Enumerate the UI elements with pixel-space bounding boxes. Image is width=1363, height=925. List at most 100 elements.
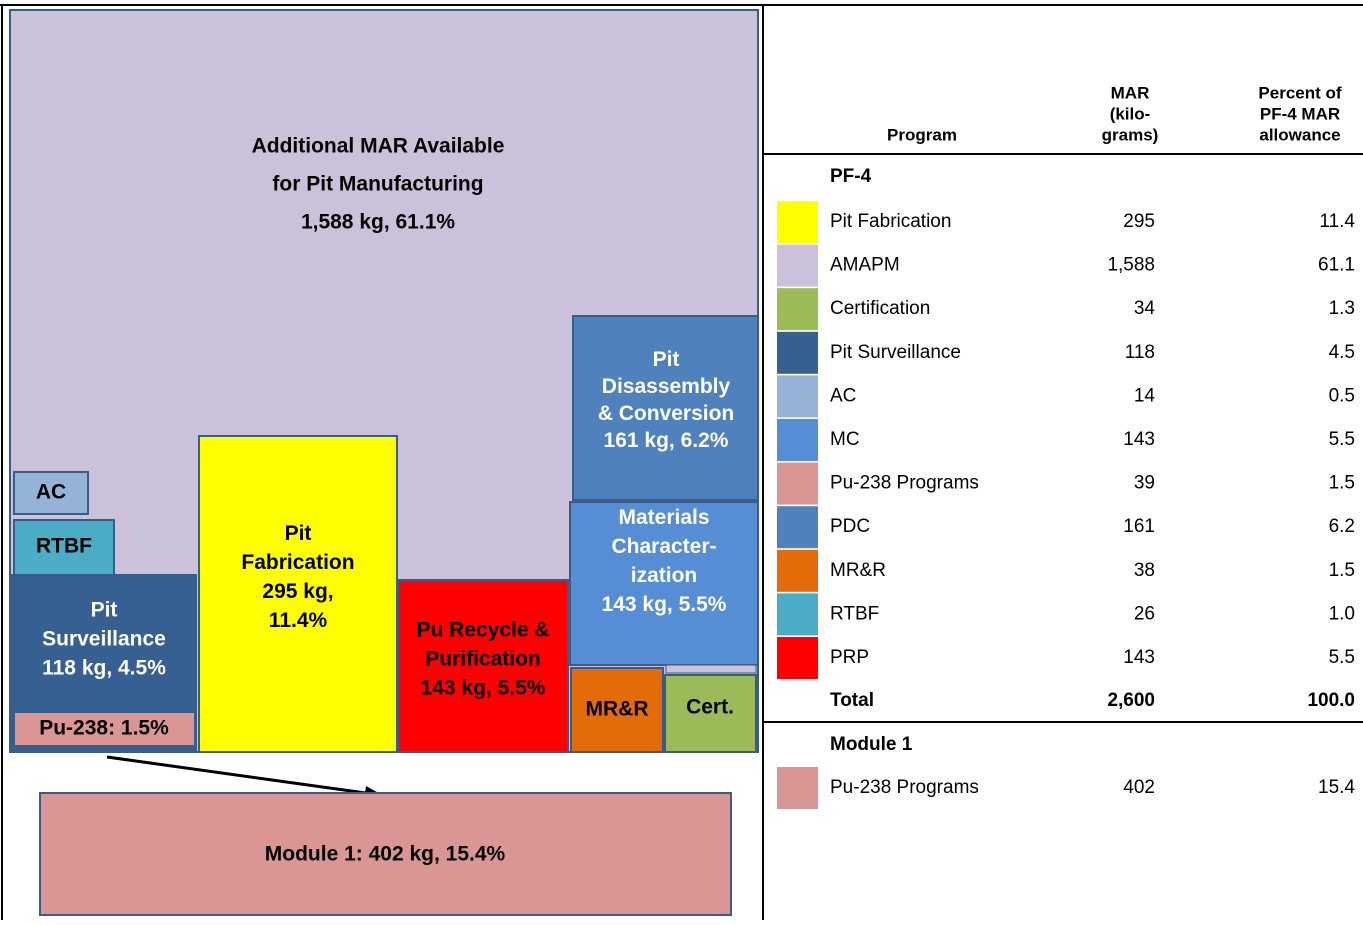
box-label: Purification — [425, 648, 541, 671]
cell: 118 — [1125, 342, 1155, 363]
cell: 34 — [1134, 298, 1156, 319]
box-label: Materials — [618, 506, 709, 529]
box-label: 11.4% — [269, 609, 328, 632]
cell: AMAPM — [830, 255, 900, 276]
box-label: 295 kg, — [262, 580, 333, 603]
box-label: Additional MAR Available — [252, 135, 505, 158]
box-label: ization — [631, 564, 698, 587]
box-label: Module 1: 402 kg, 15.4% — [265, 843, 506, 866]
cell: 0.5 — [1329, 385, 1355, 406]
box-label: Pu-238: 1.5% — [39, 717, 169, 740]
box — [569, 501, 759, 666]
box-label: MR&R — [586, 698, 649, 721]
cell: 15.4 — [1318, 777, 1355, 798]
swatch — [777, 549, 818, 592]
swatch — [777, 506, 818, 549]
cell: 143 — [1123, 647, 1155, 668]
box-label: Pit — [91, 599, 118, 622]
cell: RTBF — [830, 603, 879, 624]
box-label: Pu Recycle & — [416, 619, 549, 642]
box — [397, 579, 569, 753]
box — [39, 792, 732, 916]
cell: 100.0 — [1307, 690, 1355, 711]
cell: AC — [830, 385, 856, 406]
cell: 38 — [1134, 560, 1155, 581]
box-label: AC — [36, 481, 66, 504]
strip — [665, 664, 757, 674]
cell: Pu-238 Programs — [830, 473, 979, 494]
box-label: RTBF — [36, 535, 92, 558]
box-label: Pit — [285, 522, 312, 545]
table-header: Percent of — [1258, 83, 1341, 102]
box-label: Fabrication — [241, 551, 354, 574]
box-label: 143 kg, 5.5% — [602, 593, 727, 616]
cell: 161 — [1123, 516, 1155, 537]
box-label: & Conversion — [598, 402, 735, 425]
box — [664, 674, 757, 753]
swatch — [777, 593, 818, 636]
cell: 2,600 — [1107, 690, 1155, 711]
box — [13, 471, 89, 515]
box-label: Disassembly — [602, 375, 731, 398]
swatch — [777, 201, 818, 243]
table-header: PF-4 MAR — [1260, 104, 1340, 123]
cell: Total — [830, 690, 874, 711]
section-label: Module 1 — [830, 734, 913, 755]
cell: 39 — [1134, 473, 1155, 494]
swatch — [777, 331, 818, 374]
cell: 61.1 — [1318, 255, 1355, 276]
cell: 1,588 — [1107, 255, 1155, 276]
box-label: Cert. — [686, 696, 734, 719]
box — [572, 315, 759, 501]
cell: 143 — [1123, 429, 1155, 450]
cell: Pu-238 Programs — [830, 777, 979, 798]
cell: 1.5 — [1329, 560, 1355, 581]
cell: 6.2 — [1329, 516, 1355, 537]
cell: Certification — [830, 298, 930, 319]
cell: 1.5 — [1329, 473, 1355, 494]
cell: 4.5 — [1329, 342, 1355, 363]
cell: PRP — [830, 647, 869, 668]
box-label: Pit — [653, 348, 680, 371]
cell: 1.3 — [1329, 298, 1355, 319]
arrow — [106, 755, 381, 797]
cell: 295 — [1123, 211, 1155, 232]
cell: Pit Surveillance — [830, 342, 961, 363]
cell: 5.5 — [1329, 647, 1355, 668]
cell: 402 — [1123, 777, 1155, 798]
cell: 26 — [1134, 603, 1155, 624]
box — [198, 435, 398, 753]
cell: MC — [830, 429, 860, 450]
box — [570, 667, 664, 753]
swatch — [777, 288, 818, 331]
cell: 11.4 — [1319, 211, 1355, 232]
cell: 1.0 — [1329, 603, 1355, 624]
box-label: 161 kg, 6.2% — [604, 429, 729, 452]
section-label: PF-4 — [830, 166, 872, 187]
cell: 14 — [1134, 385, 1156, 406]
cell: PDC — [830, 516, 870, 537]
swatch — [777, 637, 818, 679]
cell: 5.5 — [1329, 429, 1355, 450]
box-label: 143 kg, 5.5% — [421, 677, 546, 700]
box-label: 1,588 kg, 61.1% — [301, 211, 455, 234]
box-label: Character- — [611, 535, 716, 558]
table-header: grams) — [1102, 125, 1159, 144]
table-header: Program — [887, 125, 957, 144]
swatch — [777, 419, 818, 461]
table-header: (kilo- — [1110, 104, 1151, 123]
swatch — [777, 375, 818, 418]
swatch — [777, 767, 818, 809]
box-label: Surveillance — [42, 628, 166, 651]
box-label: 118 kg, 4.5% — [42, 657, 166, 680]
box-label: for Pit Manufacturing — [272, 173, 483, 196]
swatch — [777, 244, 818, 287]
box — [13, 519, 115, 576]
swatch — [777, 462, 818, 505]
table-header: MAR — [1111, 83, 1150, 102]
box — [13, 711, 196, 747]
cell: Pit Fabrication — [830, 211, 951, 232]
cell: MR&R — [830, 560, 886, 581]
